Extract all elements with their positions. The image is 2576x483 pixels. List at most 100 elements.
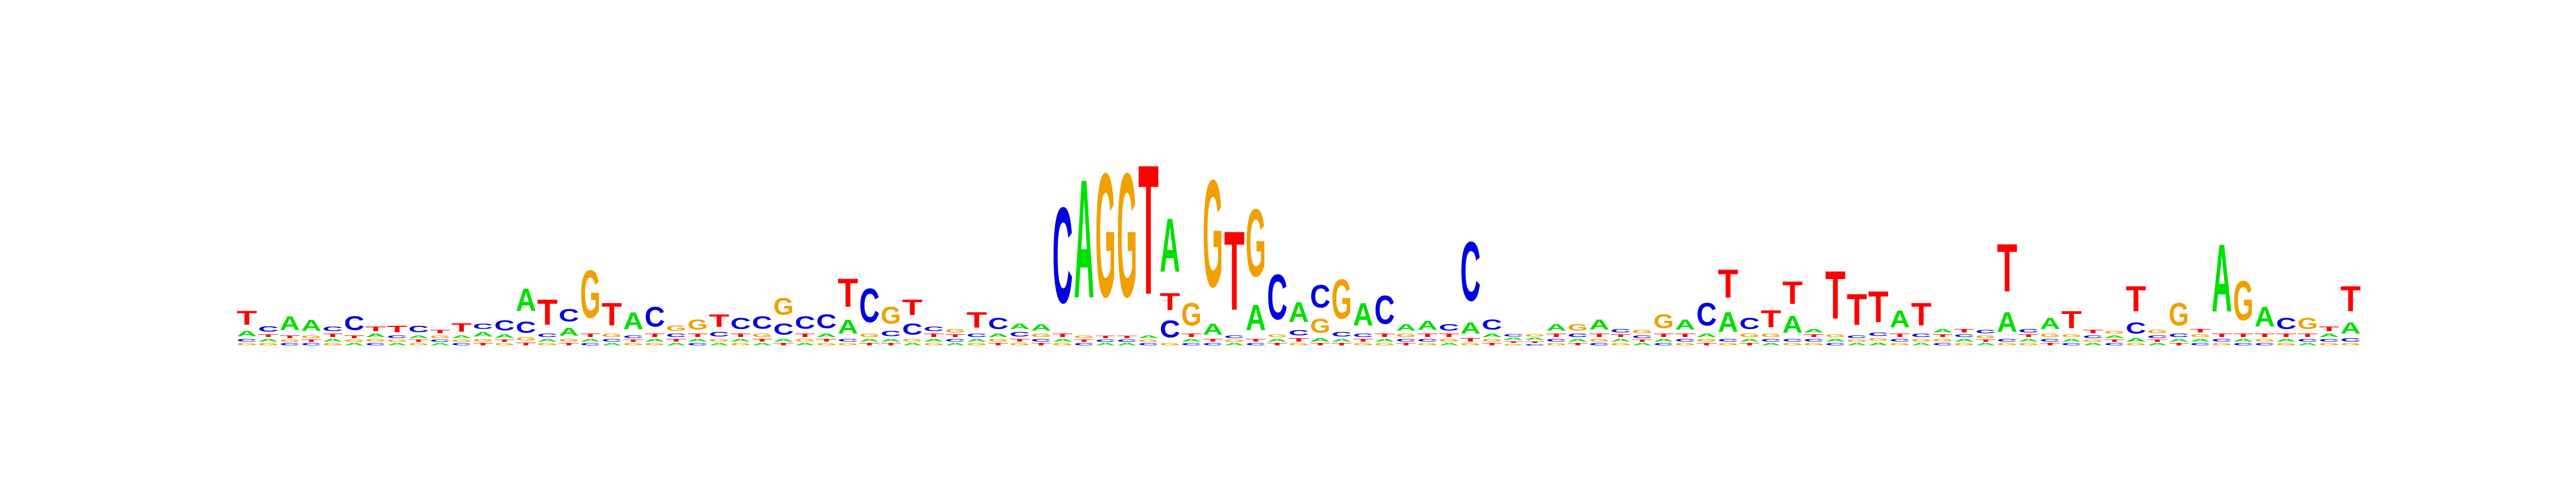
logo-letter-c: C xyxy=(1997,338,2017,342)
logo-letter-c: C xyxy=(2083,334,2103,339)
logo-letter-g: G xyxy=(666,324,686,333)
logo-letter-a: A xyxy=(280,312,300,334)
logo-letter-g: G xyxy=(580,257,601,332)
logo-letter-t: T xyxy=(580,333,601,338)
logo-letter-a: A xyxy=(2190,338,2211,342)
logo-letter-g: G xyxy=(1975,334,1996,339)
logo-letter-c: C xyxy=(1460,224,1481,319)
logo-letter-a: A xyxy=(1525,337,1545,341)
logo-letter-t: T xyxy=(1396,342,1416,346)
logo-letter-t: T xyxy=(1804,334,1824,338)
logo-letter-c: C xyxy=(924,325,944,333)
logo-letter-t: T xyxy=(2104,339,2125,343)
logo-letter-t: T xyxy=(859,342,880,346)
logo-letter-c: C xyxy=(1890,338,1910,342)
logo-letter-c: C xyxy=(1052,179,1073,332)
logo-letter-c: C xyxy=(687,342,708,346)
logo-letter-c: C xyxy=(666,333,686,338)
logo-letter-g: G xyxy=(1739,333,1760,338)
logo-letter-g: G xyxy=(1546,342,1567,346)
logo-letter-c: C xyxy=(408,324,429,334)
logo-letter-t: T xyxy=(1782,275,1803,311)
logo-letter-a: A xyxy=(365,333,386,338)
logo-letter-c: C xyxy=(2297,338,2318,342)
logo-letter-t: T xyxy=(2169,342,2189,346)
logo-letter-a: A xyxy=(2040,315,2060,333)
logo-letter-c: C xyxy=(2169,333,2189,338)
logo-letter-g: G xyxy=(2040,333,2060,338)
logo-letter-g: G xyxy=(2147,329,2168,334)
logo-letter-a: A xyxy=(1353,296,1373,332)
logo-letter-c: C xyxy=(1417,338,1438,342)
logo-letter-t: T xyxy=(1117,335,1137,339)
logo-letter-g: G xyxy=(1997,342,2017,346)
logo-letter-t: T xyxy=(2040,342,2060,346)
logo-letter-t: T xyxy=(1095,335,1116,339)
logo-letter-c: C xyxy=(1933,342,1953,346)
logo-letter-g: G xyxy=(2319,342,2339,346)
logo-letter-c: C xyxy=(1611,328,1631,333)
logo-letter-c: C xyxy=(2212,338,2232,342)
logo-letter-g: G xyxy=(623,342,643,346)
logo-letter-g: G xyxy=(323,342,343,346)
logo-letter-t: T xyxy=(773,342,794,346)
logo-letter-t: T xyxy=(924,333,944,338)
logo-letter-t: T xyxy=(1911,297,1931,333)
logo-letter-g: G xyxy=(1696,338,1717,342)
logo-letter-t: T xyxy=(1718,261,1738,306)
logo-letter-t: T xyxy=(1546,333,1567,338)
logo-letter-c: C xyxy=(1138,342,1159,346)
logo-letter-c: C xyxy=(1847,334,1867,339)
logo-letter-a: A xyxy=(1975,342,1996,346)
logo-letter-a: A xyxy=(1911,342,1931,346)
logo-letter-a: A xyxy=(344,342,364,346)
logo-letter-g: G xyxy=(730,342,751,346)
logo-letter-t: T xyxy=(1847,286,1867,334)
logo-letter-c: C xyxy=(258,325,279,334)
logo-letter-t: T xyxy=(1374,333,1395,338)
logo-letter-g: G xyxy=(1589,338,1609,342)
logo-letter-g: G xyxy=(2169,296,2189,333)
logo-letter-a: A xyxy=(301,317,321,335)
logo-letter-g: G xyxy=(1503,343,1524,346)
logo-letter-t: T xyxy=(1632,339,1652,343)
logo-letter-a: A xyxy=(2126,337,2146,342)
logo-letter-c: C xyxy=(1825,342,1846,346)
logo-letter-g: G xyxy=(1611,342,1631,346)
logo-letter-t: T xyxy=(451,321,472,334)
logo-letter-g: G xyxy=(988,338,1008,342)
logo-letter-c: C xyxy=(473,322,493,331)
logo-letter-g: G xyxy=(1675,342,1695,346)
logo-letter-a: A xyxy=(258,338,279,342)
logo-letter-g: G xyxy=(451,339,472,343)
logo-letter-c: C xyxy=(1396,338,1416,342)
logo-letter-g: G xyxy=(2018,342,2039,346)
logo-letter-t: T xyxy=(838,270,858,316)
logo-letter-g: G xyxy=(2104,330,2125,334)
logo-letter-t: T xyxy=(816,338,837,342)
logo-letter-c: C xyxy=(2040,338,2060,342)
logo-letter-t: T xyxy=(2061,306,2082,334)
